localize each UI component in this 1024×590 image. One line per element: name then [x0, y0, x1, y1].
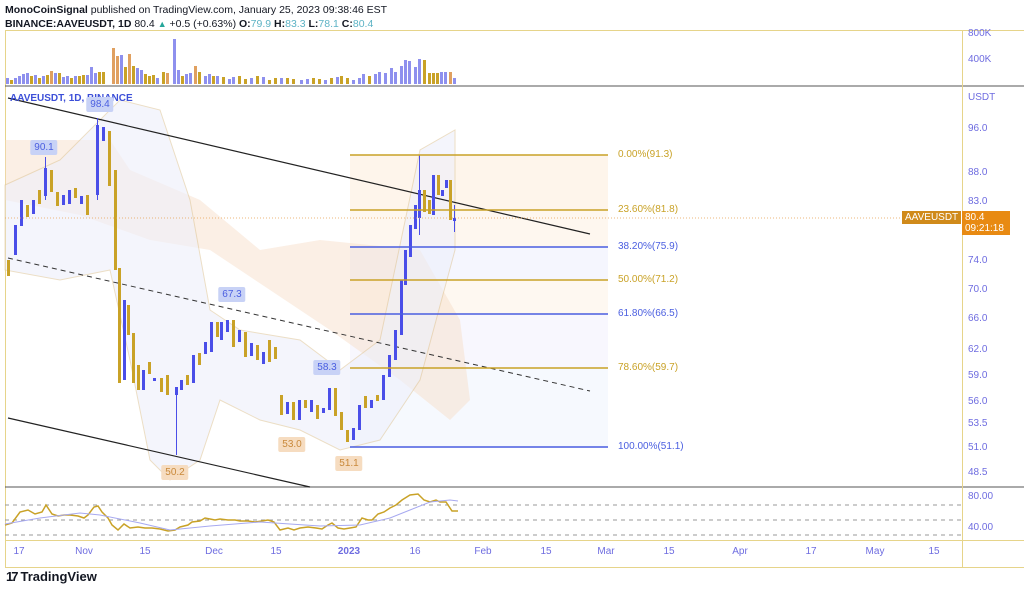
time-tick: 16	[409, 546, 421, 557]
volume-bars	[6, 39, 456, 84]
change-value: +0.5 (+0.63%)	[169, 18, 237, 30]
chart-header: MonoCoinSignal published on TradingView.…	[5, 3, 387, 31]
high-annotation: 58.3	[313, 360, 341, 375]
low-annotation: 51.1	[335, 456, 363, 471]
open-value: 79.9	[250, 18, 272, 30]
close-value: 80.4	[352, 18, 374, 30]
low-annotation: 53.0	[278, 437, 306, 452]
tradingview-logo-icon: 17	[6, 569, 19, 584]
price-tick: 96.0	[968, 123, 988, 134]
publish-line: MonoCoinSignal published on TradingView.…	[5, 4, 388, 16]
fib-label: 50.00%(71.2)	[618, 274, 679, 285]
channel-lower-trendline	[7, 417, 311, 488]
triangle-up-icon: ▲	[157, 19, 167, 29]
time-tick: 15	[540, 546, 552, 557]
osc-tick: 80.00	[968, 491, 994, 502]
symbol-label: BINANCE:AAVEUSDT, 1D	[5, 18, 132, 30]
price-tick: 70.0	[968, 284, 988, 295]
dashed-trendline	[7, 257, 591, 392]
publisher-name[interactable]: MonoCoinSignal	[5, 4, 88, 16]
time-tick: 17	[13, 546, 25, 557]
volume-tick: 800K	[968, 28, 992, 39]
low-annotation: 50.2	[161, 465, 189, 480]
time-tick: Dec	[205, 546, 223, 557]
price-tick: 59.0	[968, 370, 988, 381]
symbol-price-tag: AAVEUSDT	[902, 211, 962, 224]
time-tick: Feb	[474, 546, 492, 557]
price-tick: 51.0	[968, 442, 988, 453]
price-tick: 48.5	[968, 467, 988, 478]
tradingview-logo-text: TradingView	[20, 569, 97, 584]
last-price: 80.4	[134, 18, 155, 30]
channel-upper-trendline	[7, 97, 591, 235]
tradingview-logo[interactable]: 17 TradingView	[6, 569, 97, 584]
rsi-ma-line	[4, 499, 459, 531]
price-axis[interactable]	[962, 30, 963, 568]
currency-label: USDT	[968, 92, 996, 103]
time-tick: 15	[270, 546, 282, 557]
rsi-line	[4, 493, 458, 532]
time-tick: 15	[139, 546, 151, 557]
chart-frame[interactable]	[5, 30, 1024, 568]
price-tick: 53.5	[968, 418, 988, 429]
time-tick: May	[865, 546, 885, 557]
price-tick: 66.0	[968, 313, 988, 324]
high-annotation: 98.4	[86, 97, 114, 112]
fib-label: 0.00%(91.3)	[618, 149, 673, 160]
time-tick: 15	[928, 546, 940, 557]
time-tick: 17	[805, 546, 817, 557]
time-tick: 15	[663, 546, 675, 557]
last-price-value: 80.4	[965, 212, 985, 223]
fib-label: 38.20%(75.9)	[618, 241, 679, 252]
high-value: 83.3	[285, 18, 306, 30]
fib-label: 100.00%(51.1)	[618, 441, 684, 452]
time-tick: Apr	[732, 546, 748, 557]
bar-countdown: 09:21:18	[965, 223, 1004, 234]
fib-label: 61.80%(66.5)	[618, 308, 679, 319]
price-tick: 83.0	[968, 196, 988, 207]
price-tick: 88.0	[968, 167, 988, 178]
fib-label: 78.60%(59.7)	[618, 362, 679, 373]
high-annotation: 67.3	[218, 287, 246, 302]
volume-tick: 400K	[968, 54, 992, 65]
price-tick: 56.0	[968, 396, 988, 407]
price-tick: 74.0	[968, 255, 988, 266]
time-tick: Nov	[75, 546, 93, 557]
low-value: 78.1	[318, 18, 339, 30]
ohlc-line: BINANCE:AAVEUSDT, 1D 80.4 ▲ +0.5 (+0.63%…	[5, 18, 374, 30]
price-tick: 62.0	[968, 344, 988, 355]
high-annotation: 90.1	[30, 140, 58, 155]
fib-label: 23.60%(81.8)	[618, 204, 679, 215]
pane-symbol-label: AAVEUSDT, 1D, BINANCE	[10, 93, 133, 104]
time-tick: Mar	[597, 546, 615, 557]
osc-tick: 40.00	[968, 522, 994, 533]
last-price-tag: 80.4 09:21:18	[962, 211, 1010, 235]
price-candles	[7, 118, 456, 455]
time-tick: 2023	[337, 546, 361, 557]
